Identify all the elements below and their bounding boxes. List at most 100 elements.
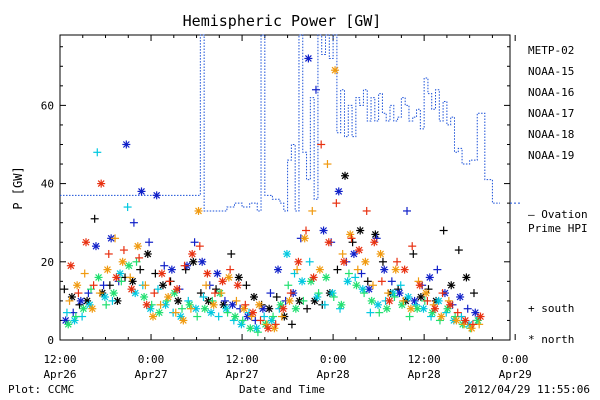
point-noaa-19-28	[279, 304, 288, 313]
point-noaa-16-33	[313, 292, 322, 301]
point-metp-02-40	[363, 277, 372, 286]
point-noaa-18-36	[338, 249, 347, 258]
point-noaa-17-7	[117, 277, 126, 286]
point-noaa-19-49	[438, 289, 447, 298]
point-metp-02-15	[174, 296, 183, 305]
point-metp-02-42	[378, 257, 387, 266]
point-noaa-17-43	[390, 292, 399, 301]
point-noaa-16-31	[298, 277, 307, 286]
x-tick-time-5: 0:00	[502, 353, 529, 366]
point-noaa-18-43	[391, 265, 400, 274]
point-noaa-19-42	[385, 296, 394, 305]
point-noaa-15-20	[213, 269, 222, 278]
point-noaa-18-53	[467, 324, 476, 333]
point-noaa-18-3	[88, 304, 97, 313]
point-noaa-15-46	[410, 296, 419, 305]
point-noaa-17-41	[375, 308, 384, 317]
point-noaa-17-39	[360, 289, 369, 298]
point-noaa-18-11	[148, 312, 157, 321]
point-noaa-19-47	[423, 296, 432, 305]
y-tick-label-3: 60	[41, 99, 54, 112]
point-noaa-17-31	[299, 296, 308, 305]
point-noaa-19-27	[271, 320, 280, 329]
data-points	[60, 54, 485, 337]
point-noaa-17-12	[155, 308, 164, 317]
point-noaa-16-34	[320, 300, 329, 309]
x-tick-time-0: 12:00	[43, 353, 76, 366]
point-noaa-18-39	[361, 257, 370, 266]
point-noaa-19-26	[264, 324, 273, 333]
point-noaa-17-36	[337, 300, 346, 309]
point-noaa-19-2	[82, 238, 91, 247]
x-tick-time-4: 12:00	[408, 353, 441, 366]
point-noaa-17-10	[140, 292, 149, 301]
point-noaa-19-17	[195, 242, 204, 251]
x-tick-date-2: Apr27	[226, 368, 259, 381]
point-metp-02-37	[341, 171, 350, 180]
point-metp-02-38	[348, 238, 357, 247]
point-noaa-17-24	[246, 324, 255, 333]
point-noaa-18-47	[422, 289, 431, 298]
point-noaa-18-29	[285, 296, 294, 305]
point-metp-02-23	[234, 273, 243, 282]
point-noaa-16-29	[282, 249, 291, 258]
point-noaa-18-51	[452, 316, 461, 325]
point-noaa-18-2	[80, 269, 89, 278]
point-noaa-16-45	[404, 292, 413, 301]
point-noaa-16-41	[373, 300, 382, 309]
point-noaa-19-53	[468, 320, 477, 329]
point-metp-02-22	[227, 249, 236, 258]
point-noaa-16-18	[199, 292, 208, 301]
point-noaa-16-19	[207, 308, 216, 317]
point-noaa-16-23	[237, 320, 246, 329]
point-noaa-16-37	[343, 277, 352, 286]
x-tick-date-1: Apr27	[134, 368, 167, 381]
point-noaa-17-6	[109, 289, 118, 298]
point-noaa-18-17	[194, 206, 203, 215]
point-noaa-19-21	[226, 265, 235, 274]
point-metp-02-4	[90, 214, 99, 223]
point-noaa-17-45	[405, 312, 414, 321]
point-noaa-17-18	[200, 304, 209, 313]
point-noaa-19-52	[461, 316, 470, 325]
point-noaa-19-19	[210, 289, 219, 298]
point-noaa-19-50	[446, 300, 455, 309]
point-metp-02-36	[333, 265, 342, 274]
marker-legend-south: + south	[528, 302, 574, 315]
point-noaa-18-33	[315, 265, 324, 274]
point-noaa-18-41	[376, 249, 385, 258]
point-noaa-15-33	[311, 85, 320, 94]
point-noaa-19-15	[180, 261, 189, 270]
point-noaa-15-13	[160, 261, 169, 270]
point-noaa-17-8	[124, 261, 133, 270]
point-noaa-18-16	[186, 304, 195, 313]
point-noaa-19-51	[453, 308, 462, 317]
chart-title: Hemispheric Power [GW]	[183, 12, 382, 30]
point-noaa-17-17	[193, 312, 202, 321]
point-noaa-19-20	[218, 277, 227, 286]
point-noaa-15-27	[266, 289, 275, 298]
ovation-legend-line2: Prime HPI	[528, 222, 588, 235]
point-metp-02-52	[454, 246, 463, 255]
point-noaa-15-21	[220, 296, 229, 305]
point-noaa-18-6	[111, 234, 120, 243]
legend-entry-noaa-15: NOAA-15	[528, 65, 574, 78]
point-noaa-17-37	[344, 269, 353, 278]
point-noaa-16-6	[108, 296, 117, 305]
legend-entry-noaa-18: NOAA-18	[528, 128, 574, 141]
point-noaa-15-17	[190, 238, 199, 247]
point-noaa-15-4	[91, 242, 100, 251]
point-noaa-18-18	[202, 281, 211, 290]
x-tick-date-4: Apr28	[408, 368, 441, 381]
point-noaa-16-0	[62, 308, 71, 317]
point-noaa-19-34	[324, 238, 333, 247]
point-noaa-17-25	[253, 328, 262, 337]
marker-legend-north: * north	[528, 333, 574, 346]
point-noaa-15-14	[167, 265, 176, 274]
point-noaa-19-10	[142, 300, 151, 309]
point-noaa-19-35	[332, 199, 341, 208]
point-noaa-17-2	[79, 304, 88, 313]
point-noaa-17-21	[223, 308, 232, 317]
point-metp-02-11	[143, 249, 152, 258]
point-noaa-15-32	[304, 54, 313, 63]
